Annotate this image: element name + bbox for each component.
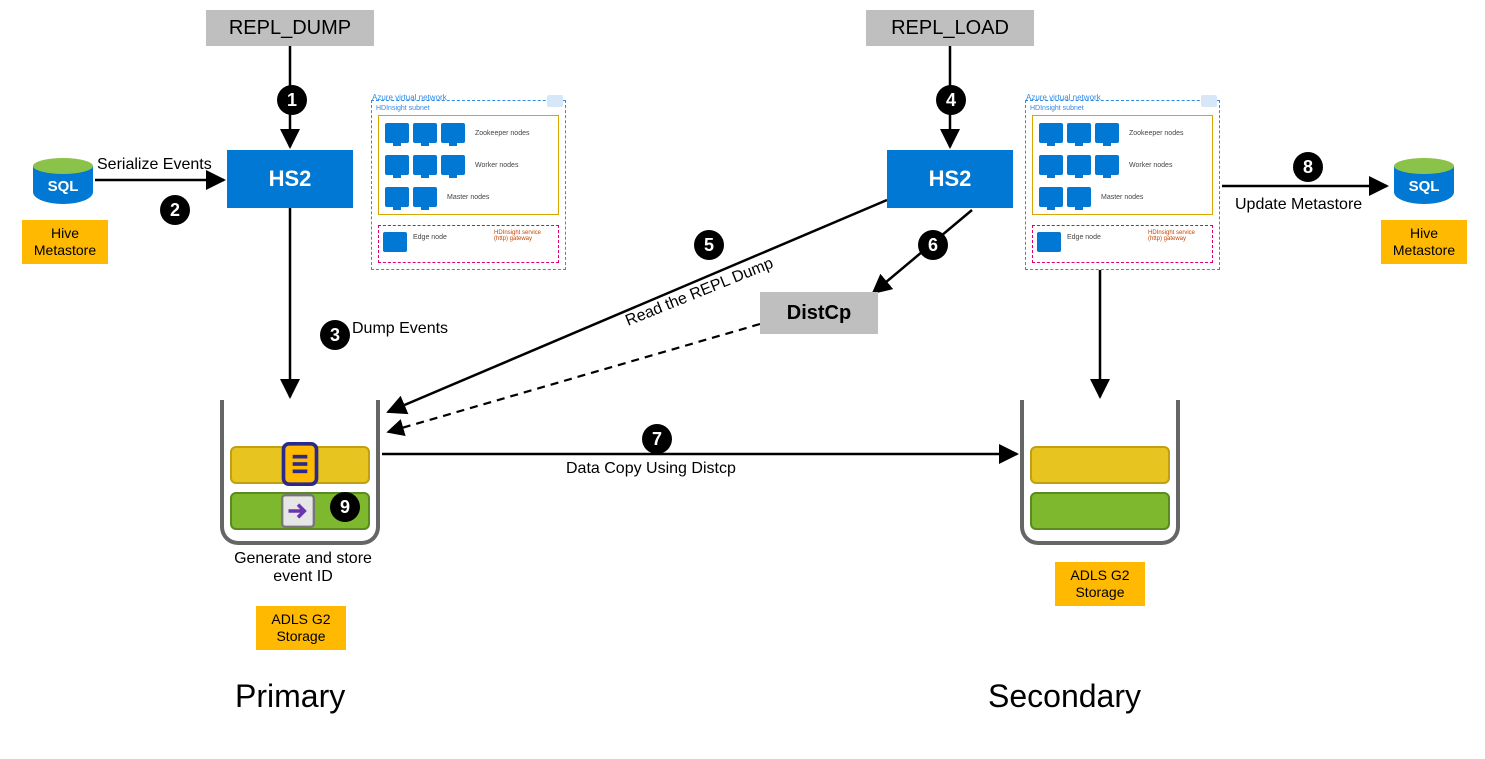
repl-load-label: REPL_LOAD	[891, 17, 1009, 40]
hdinsight-panel-secondary: Azure virtual network HDInsight subnet Z…	[1025, 100, 1220, 270]
hdinsight-panel-primary: Azure virtual network HDInsight subnet Z…	[371, 100, 566, 270]
hs2-secondary: HS2	[887, 150, 1013, 208]
hs2-primary: HS2	[227, 150, 353, 208]
import-icon	[278, 492, 318, 530]
storage-bucket-secondary	[1020, 400, 1180, 545]
hive-metastore-secondary: Hive Metastore	[1381, 220, 1467, 264]
primary-title: Primary	[235, 678, 345, 715]
diagram-canvas: Read the REPL Dump REPL_DUMP REPL_LOAD H…	[0, 0, 1485, 759]
sql-secondary-icon: SQL	[1394, 158, 1454, 208]
update-metastore-label: Update Metastore	[1235, 196, 1362, 214]
step-4: 4	[936, 85, 966, 115]
sql-primary-text: SQL	[33, 178, 93, 195]
adls-primary: ADLS G2 Storage	[256, 606, 346, 650]
step-1: 1	[277, 85, 307, 115]
sql-secondary-text: SQL	[1394, 178, 1454, 195]
adls-primary-label: ADLS G2 Storage	[271, 611, 330, 645]
read-repl-text: Read the REPL Dump	[623, 255, 776, 330]
adls-secondary: ADLS G2 Storage	[1055, 562, 1145, 606]
lock-icon	[1201, 95, 1217, 107]
subnet-label-secondary: HDInsight subnet	[1030, 105, 1084, 112]
hive-metastore-primary-label: Hive Metastore	[34, 225, 96, 259]
step-2: 2	[160, 195, 190, 225]
subnet-label-primary: HDInsight subnet	[376, 105, 430, 112]
arrows-layer: Read the REPL Dump	[0, 0, 1485, 759]
step-8: 8	[1293, 152, 1323, 182]
document-icon	[278, 440, 322, 488]
hive-metastore-primary: Hive Metastore	[22, 220, 108, 264]
distcp-label: DistCp	[787, 302, 851, 325]
repl-dump-box: REPL_DUMP	[206, 10, 374, 46]
step-6: 6	[918, 230, 948, 260]
lock-icon	[547, 95, 563, 107]
gen-store-label: Generate and store event ID	[228, 550, 378, 586]
repl-dump-label: REPL_DUMP	[229, 17, 351, 40]
step-3: 3	[320, 320, 350, 350]
serialize-label: Serialize Events	[97, 156, 212, 174]
step-5: 5	[694, 230, 724, 260]
step-9: 9	[330, 492, 360, 522]
vnet-label-primary: Azure virtual network	[372, 93, 447, 102]
secondary-title: Secondary	[988, 678, 1141, 715]
dump-events-label: Dump Events	[352, 320, 448, 338]
distcp-box: DistCp	[760, 292, 878, 334]
repl-load-box: REPL_LOAD	[866, 10, 1034, 46]
storage-bucket-primary	[220, 400, 380, 545]
step-7: 7	[642, 424, 672, 454]
hs2-primary-label: HS2	[269, 166, 312, 192]
hs2-secondary-label: HS2	[929, 166, 972, 192]
adls-secondary-label: ADLS G2 Storage	[1070, 567, 1129, 601]
data-copy-label: Data Copy Using Distcp	[566, 460, 736, 478]
vnet-label-secondary: Azure virtual network	[1026, 93, 1101, 102]
hive-metastore-secondary-label: Hive Metastore	[1393, 225, 1455, 259]
sql-primary-icon: SQL	[33, 158, 93, 208]
